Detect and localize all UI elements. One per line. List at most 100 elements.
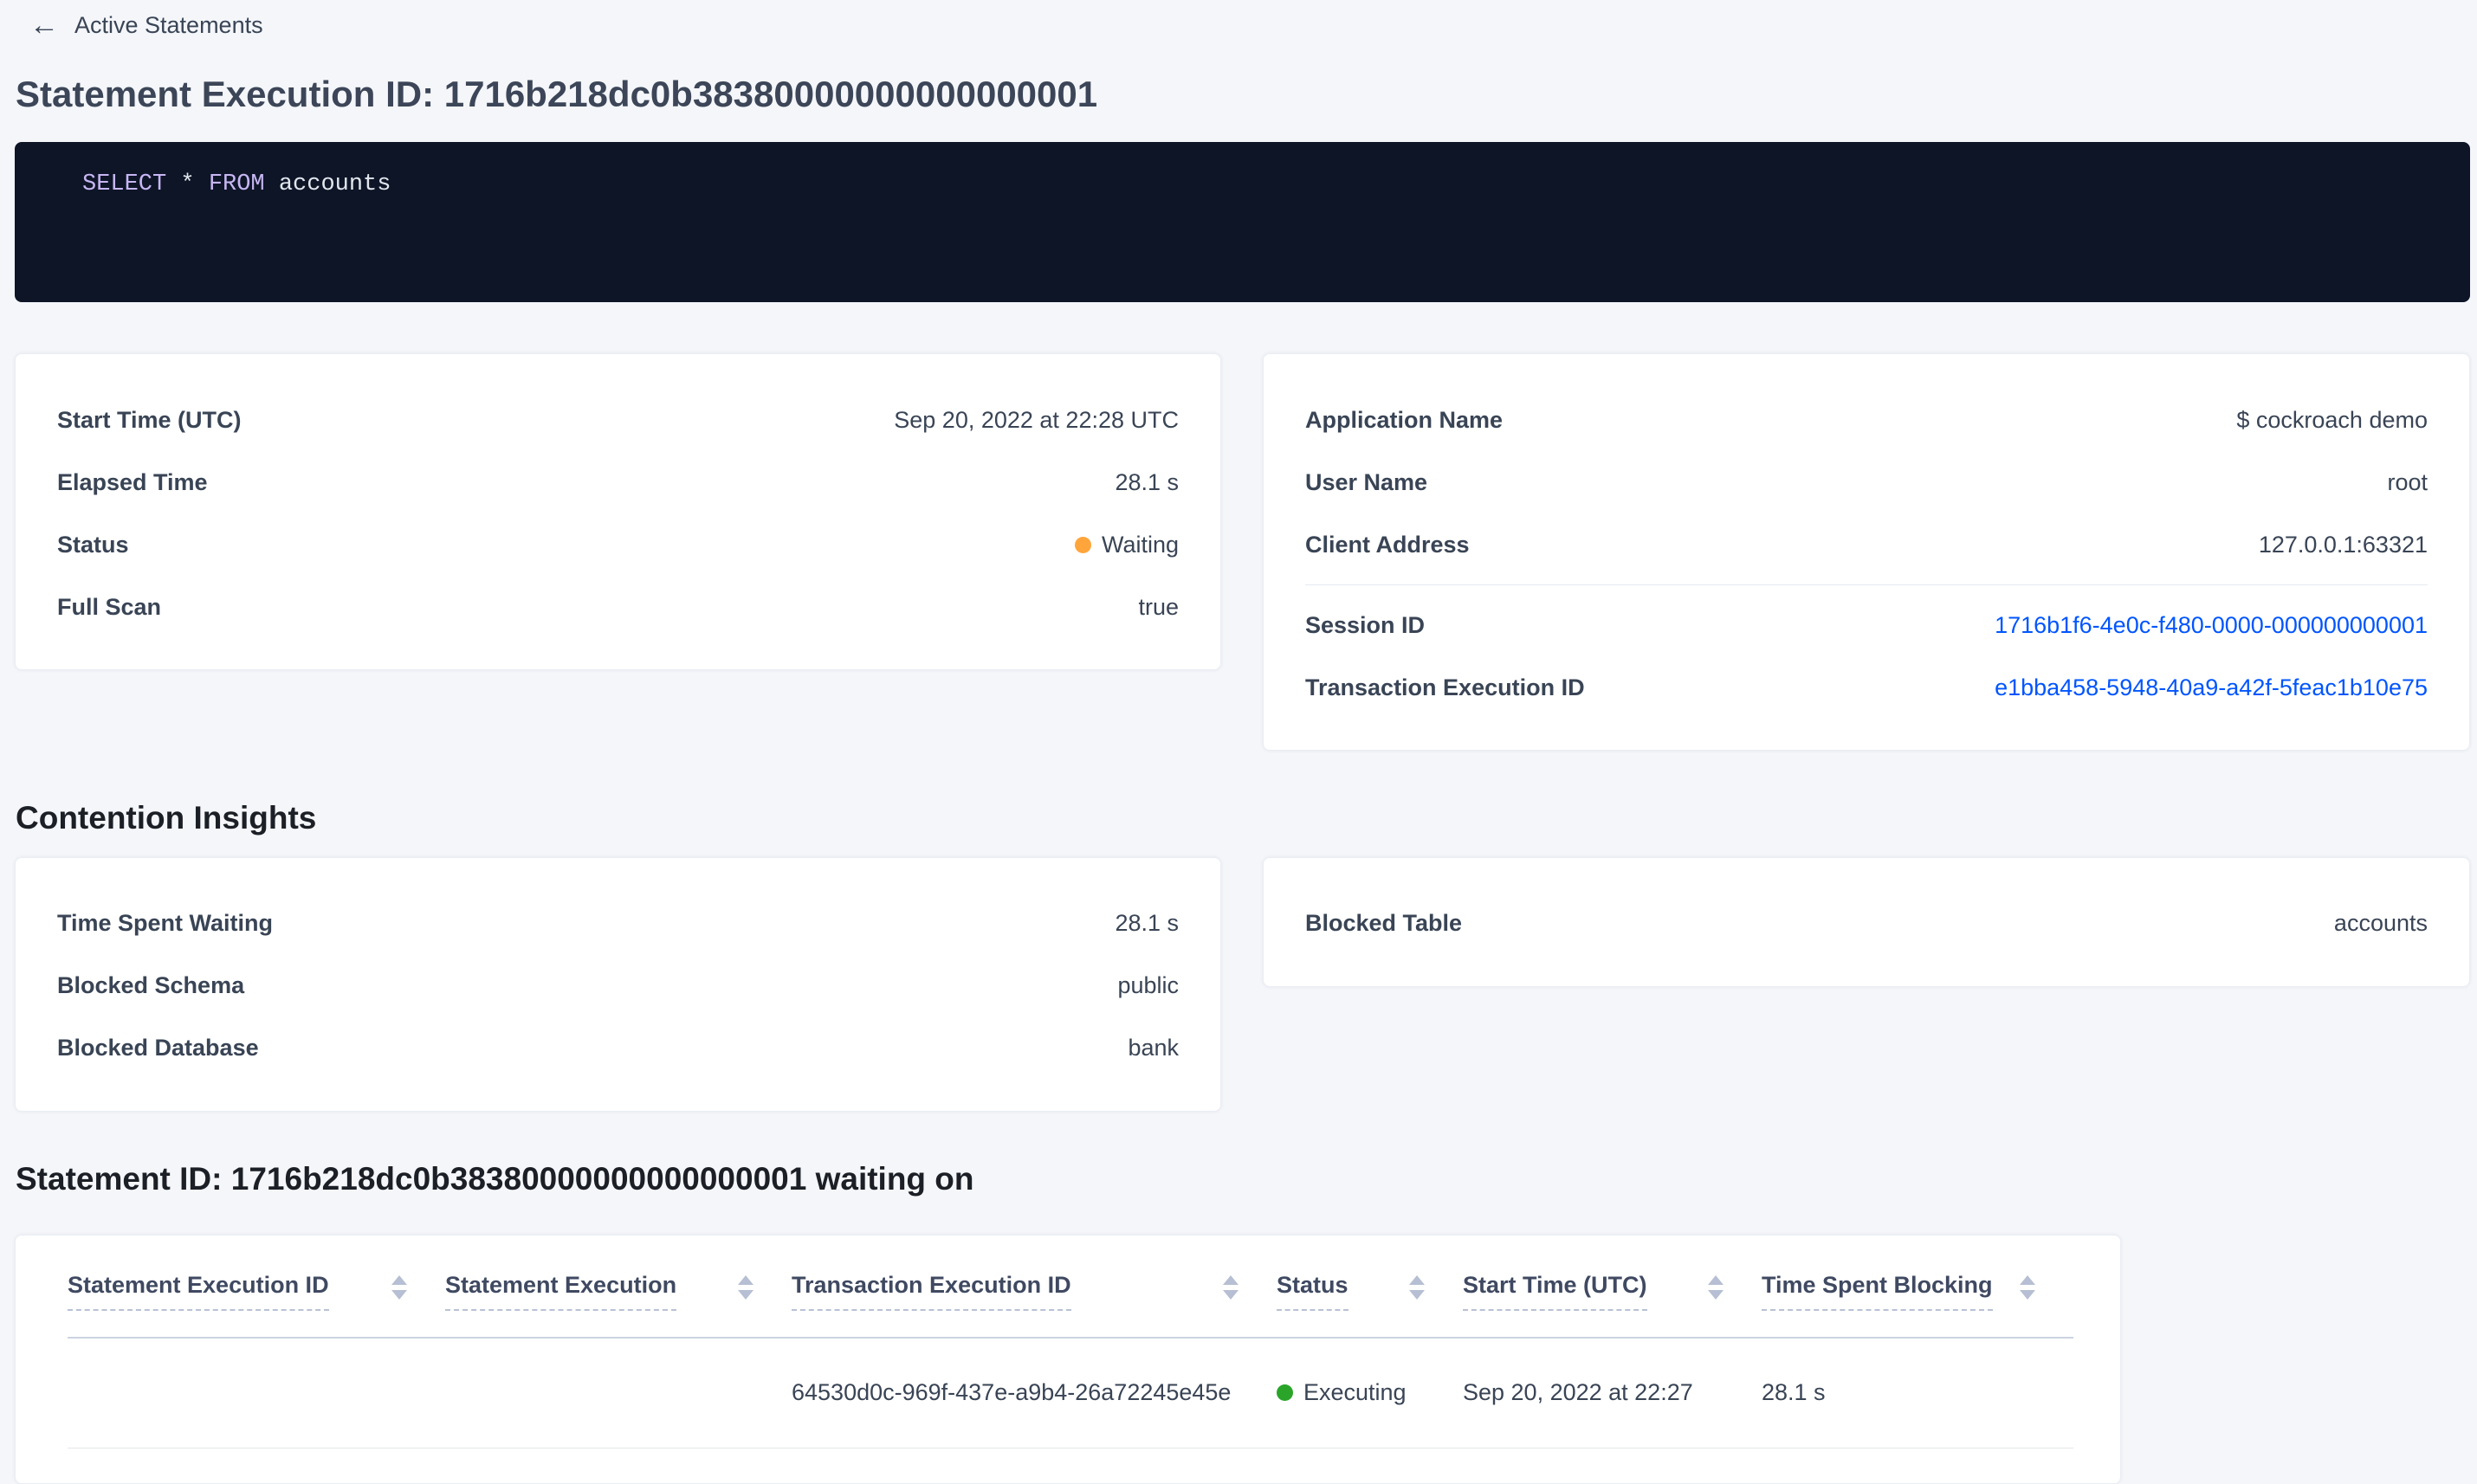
sort-down-icon <box>2020 1290 2035 1300</box>
row-status: Status Waiting <box>57 513 1179 576</box>
sql-keyword-from: FROM <box>208 171 265 198</box>
blocked-schema-value: public <box>1117 972 1179 999</box>
row-full-scan: Full Scan true <box>57 576 1179 638</box>
sort-up-icon <box>2020 1275 2035 1286</box>
sql-statement-box: SELECT * FROM accounts <box>15 142 2470 303</box>
status-waiting-text: Waiting <box>1101 531 1179 558</box>
status-value: Waiting <box>1074 531 1179 558</box>
contention-left-card: Time Spent Waiting 28.1 s Blocked Schema… <box>15 856 1221 1112</box>
page-title: Statement Execution ID: 1716b218dc0b3838… <box>16 74 1098 114</box>
blocked-table-value: accounts <box>2333 910 2428 937</box>
column-header-start-time[interactable]: Start Time (UTC) <box>1463 1236 1762 1339</box>
start-time-label: Start Time (UTC) <box>57 406 242 433</box>
sort-down-icon <box>391 1290 407 1300</box>
column-header-transaction-execution-id[interactable]: Transaction Execution ID <box>792 1236 1277 1339</box>
status-executing-dot-icon <box>1277 1384 1293 1402</box>
start-time-value: Sep 20, 2022 at 22:28 UTC <box>894 406 1179 433</box>
time-spent-waiting-label: Time Spent Waiting <box>57 910 274 937</box>
transaction-execution-id-link[interactable]: e1bba458-5948-40a9-a42f-5feac1b10e75 <box>1995 674 2428 700</box>
sort-up-icon <box>1223 1275 1238 1286</box>
full-scan-value: true <box>1138 593 1179 620</box>
sql-identifier: accounts <box>264 171 391 198</box>
user-name-value: root <box>2387 468 2428 495</box>
table-header-row: Statement Execution ID Statement Executi… <box>68 1236 2073 1339</box>
sort-down-icon <box>738 1290 753 1300</box>
cell-statement-execution <box>445 1338 792 1449</box>
sort-icon[interactable] <box>1708 1275 1724 1300</box>
cell-start-time: Sep 20, 2022 at 22:27 <box>1463 1338 1762 1449</box>
sql-keyword-select: SELECT <box>82 171 167 198</box>
waiting-statements-table-card: Statement Execution ID Statement Executi… <box>15 1235 2121 1484</box>
time-spent-blocking-column-label[interactable]: Time Spent Blocking <box>1762 1272 1993 1312</box>
cell-time-spent-blocking: 28.1 s <box>1762 1338 2073 1449</box>
transaction-execution-id-label: Transaction Execution ID <box>1305 674 1585 700</box>
row-transaction-execution-id: Transaction Execution ID e1bba458-5948-4… <box>1305 656 2428 719</box>
sort-down-icon <box>1223 1290 1238 1300</box>
client-address-label: Client Address <box>1305 531 1470 558</box>
sort-icon[interactable] <box>738 1275 753 1300</box>
sort-up-icon <box>1708 1275 1724 1286</box>
sort-up-icon <box>391 1275 407 1286</box>
sql-star: * <box>166 171 209 198</box>
back-link[interactable]: ← Active Statements <box>0 0 2477 40</box>
blocked-table-label: Blocked Table <box>1305 910 1463 937</box>
column-header-status[interactable]: Status <box>1277 1236 1463 1339</box>
row-time-spent-waiting: Time Spent Waiting 28.1 s <box>57 893 1179 955</box>
start-time-column-label[interactable]: Start Time (UTC) <box>1463 1272 1647 1312</box>
sort-up-icon <box>1409 1275 1425 1286</box>
full-scan-label: Full Scan <box>57 593 162 620</box>
row-blocked-table: Blocked Table accounts <box>1305 893 2428 955</box>
status-waiting-dot-icon <box>1074 536 1091 553</box>
statement-execution-id-column-label[interactable]: Statement Execution ID <box>68 1272 329 1312</box>
elapsed-time-value: 28.1 s <box>1115 468 1179 495</box>
row-elapsed-time: Elapsed Time 28.1 s <box>57 451 1179 513</box>
execution-overview-card: Start Time (UTC) Sep 20, 2022 at 22:28 U… <box>15 353 1221 671</box>
status-label: Status <box>57 531 129 558</box>
sort-icon[interactable] <box>1409 1275 1425 1300</box>
elapsed-time-label: Elapsed Time <box>57 468 208 495</box>
sort-down-icon <box>1708 1290 1724 1300</box>
column-header-time-spent-blocking[interactable]: Time Spent Blocking <box>1762 1236 2073 1339</box>
waiting-statements-table: Statement Execution ID Statement Executi… <box>68 1236 2073 1449</box>
status-executing-text: Executing <box>1303 1379 1407 1406</box>
sort-icon[interactable] <box>2020 1275 2035 1300</box>
contention-insights-heading: Contention Insights <box>16 800 317 836</box>
session-id-label: Session ID <box>1305 611 1426 638</box>
cell-transaction-execution-id: 64530d0c-969f-437e-a9b4-26a72245e45e <box>792 1338 1277 1449</box>
statement-execution-column-label[interactable]: Statement Execution <box>445 1272 677 1312</box>
status-column-label[interactable]: Status <box>1277 1272 1348 1312</box>
session-id-link[interactable]: 1716b1f6-4e0c-f480-0000-000000000001 <box>1995 611 2428 638</box>
column-header-statement-execution-id[interactable]: Statement Execution ID <box>68 1236 445 1339</box>
row-application-name: Application Name $ cockroach demo <box>1305 389 2428 451</box>
sort-icon[interactable] <box>391 1275 407 1300</box>
blocked-schema-label: Blocked Schema <box>57 972 245 999</box>
column-header-statement-execution[interactable]: Statement Execution <box>445 1236 792 1339</box>
row-start-time: Start Time (UTC) Sep 20, 2022 at 22:28 U… <box>57 389 1179 451</box>
session-overview-card: Application Name $ cockroach demo User N… <box>1263 353 2470 752</box>
waiting-on-heading: Statement ID: 1716b218dc0b38380000000000… <box>16 1160 974 1197</box>
blocked-database-value: bank <box>1128 1035 1179 1061</box>
row-blocked-schema: Blocked Schema public <box>57 955 1179 1017</box>
cell-status: Executing <box>1277 1338 1463 1449</box>
client-address-value: 127.0.0.1:63321 <box>2258 531 2428 558</box>
application-name-label: Application Name <box>1305 406 1504 433</box>
card-divider <box>1305 584 2428 586</box>
table-row: 64530d0c-969f-437e-a9b4-26a72245e45e Exe… <box>68 1338 2073 1449</box>
row-blocked-database: Blocked Database bank <box>57 1017 1179 1080</box>
blocked-database-label: Blocked Database <box>57 1035 259 1061</box>
contention-cards-row: Time Spent Waiting 28.1 s Blocked Schema… <box>15 856 2470 1112</box>
back-link-label[interactable]: Active Statements <box>74 11 263 38</box>
sort-icon[interactable] <box>1223 1275 1238 1300</box>
row-session-id: Session ID 1716b1f6-4e0c-f480-0000-00000… <box>1305 594 2428 656</box>
contention-right-card: Blocked Table accounts <box>1263 856 2470 987</box>
row-client-address: Client Address 127.0.0.1:63321 <box>1305 513 2428 576</box>
cell-statement-execution-id <box>68 1338 445 1449</box>
time-spent-waiting-value: 28.1 s <box>1115 910 1179 937</box>
transaction-execution-id-column-label[interactable]: Transaction Execution ID <box>792 1272 1071 1312</box>
application-name-value: $ cockroach demo <box>2236 406 2428 433</box>
sort-up-icon <box>738 1275 753 1286</box>
row-user-name: User Name root <box>1305 451 2428 513</box>
overview-cards-row: Start Time (UTC) Sep 20, 2022 at 22:28 U… <box>15 353 2470 752</box>
user-name-label: User Name <box>1305 468 1428 495</box>
back-arrow-icon[interactable]: ← <box>29 9 59 42</box>
